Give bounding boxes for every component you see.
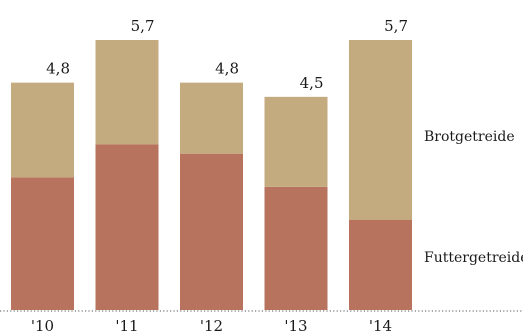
bar-brotgetreide-3 (264, 96, 328, 187)
x-tick-label-2: '12 (200, 317, 223, 335)
bar-futtergetreide-4 (349, 220, 412, 310)
bar-futtergetreide-3 (264, 186, 328, 310)
total-label-4: 5,7 (384, 17, 408, 35)
x-tick-label-0: '10 (31, 317, 54, 335)
bar-brotgetreide-4 (349, 40, 412, 220)
bar-brotgetreide-0 (11, 82, 74, 178)
bar-brotgetreide-2 (180, 82, 243, 154)
labels-layer: 4,8 '10 5,7 '11 4,8 '12 4,5 '13 5,7 '14 Futtergetr… (31, 17, 523, 335)
bar-futtergetreide-2 (180, 153, 243, 310)
total-label-0: 4,8 (46, 60, 70, 78)
total-label-2: 4,8 (215, 60, 239, 78)
total-label-3: 4,5 (300, 74, 324, 92)
bars-layer (11, 40, 412, 310)
x-tick-label-3: '13 (284, 317, 307, 335)
bar-brotgetreide-1 (95, 40, 159, 145)
bar-futtergetreide-0 (11, 177, 74, 310)
x-tick-label-4: '14 (369, 317, 392, 335)
bar-futtergetreide-1 (95, 144, 159, 310)
legend-futtergetreide: Futtergetreide (424, 250, 523, 266)
legend-brotgetreide: Brotgetreide (424, 129, 515, 145)
total-label-1: 5,7 (131, 17, 155, 35)
x-tick-label-1: '11 (115, 317, 138, 335)
